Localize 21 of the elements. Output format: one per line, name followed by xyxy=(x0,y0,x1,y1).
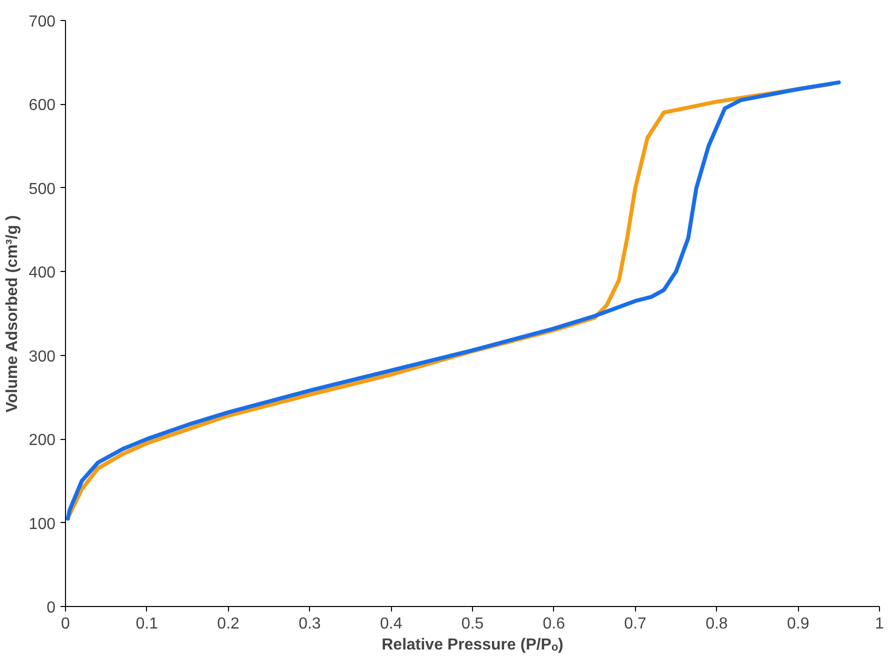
y-tick-label: 0 xyxy=(46,600,56,616)
x-tick-label: 0.5 xyxy=(461,616,484,632)
x-tick-label: 0.3 xyxy=(298,616,321,632)
x-tick-label: 0.2 xyxy=(217,616,240,632)
y-tick-label: 200 xyxy=(28,432,56,450)
y-tick-label: 400 xyxy=(28,264,56,282)
y-tick-label: 100 xyxy=(28,516,56,533)
y-tick-label: 600 xyxy=(28,97,56,114)
x-tick-label: 1 xyxy=(875,616,884,632)
y-tick-label: 500 xyxy=(28,180,56,198)
x-tick-label: 0.4 xyxy=(380,616,402,632)
y-tick-label: 300 xyxy=(28,348,56,366)
x-tick-label: 0.7 xyxy=(624,616,647,632)
x-axis-title: Relative Pressure (P/Pₒ) xyxy=(382,636,564,654)
x-tick-label: 0.6 xyxy=(542,616,566,632)
x-tick-label: 0.1 xyxy=(136,616,158,632)
y-axis-title: Volume Adsorbed (cm³/g ) xyxy=(4,215,21,412)
x-tick-label: 0.9 xyxy=(786,616,810,632)
x-tick-label: 0 xyxy=(61,616,70,632)
x-tick-label: 0.8 xyxy=(706,616,728,632)
y-tick-label: 700 xyxy=(28,14,56,30)
